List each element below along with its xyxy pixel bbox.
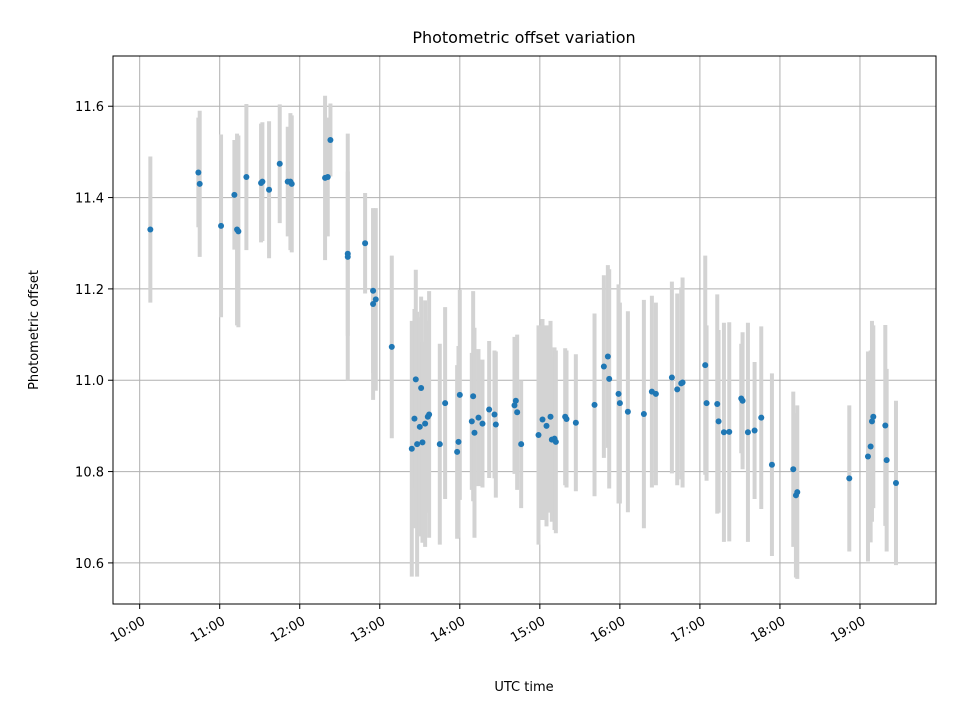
- data-point: [419, 439, 426, 446]
- data-point: [744, 429, 751, 436]
- y-axis-label: Photometric offset: [27, 270, 42, 390]
- data-point: [604, 353, 611, 360]
- data-point: [703, 400, 710, 407]
- data-point: [679, 379, 686, 386]
- data-point: [868, 418, 875, 425]
- data-point: [147, 226, 154, 233]
- data-point: [751, 427, 758, 434]
- data-point: [758, 414, 765, 421]
- data-point: [591, 401, 598, 408]
- data-point: [370, 300, 377, 307]
- data-point: [892, 479, 899, 486]
- data-point: [231, 191, 238, 198]
- data-point: [518, 441, 525, 448]
- data-point: [624, 408, 631, 415]
- data-point: [388, 343, 395, 350]
- data-point: [288, 180, 295, 187]
- plot-area-frame: [112, 55, 937, 605]
- data-point: [720, 429, 727, 436]
- data-point: [455, 438, 462, 445]
- data-point: [327, 137, 334, 144]
- data-point: [870, 413, 877, 420]
- data-point: [426, 411, 433, 418]
- data-point: [563, 416, 570, 423]
- data-point: [714, 400, 721, 407]
- data-point: [514, 409, 521, 416]
- data-point: [416, 423, 423, 430]
- data-point: [535, 432, 542, 439]
- data-point: [324, 174, 331, 181]
- data-point: [640, 411, 647, 418]
- data-point: [475, 414, 482, 421]
- data-point: [344, 253, 351, 260]
- x-axis-label: UTC time: [494, 680, 553, 695]
- data-point: [408, 445, 415, 452]
- data-point: [492, 421, 499, 428]
- data-point: [414, 441, 421, 448]
- data-point: [418, 384, 425, 391]
- y-axis-ticks: 10.6 10.8 11.0 11.2 11.4 11.6: [75, 100, 113, 572]
- data-point: [456, 391, 463, 398]
- data-point: [882, 422, 889, 429]
- data-point: [726, 428, 733, 435]
- y-tick-label: 10.6: [75, 557, 104, 572]
- data-point: [867, 443, 874, 450]
- data-point: [846, 475, 853, 482]
- y-tick-label: 10.8: [75, 466, 104, 481]
- data-point: [552, 438, 559, 445]
- data-point: [259, 178, 266, 185]
- data-point: [470, 393, 477, 400]
- data-point: [454, 448, 461, 455]
- data-point: [794, 489, 801, 496]
- data-point: [790, 466, 797, 473]
- data-point: [652, 390, 659, 397]
- data-point: [739, 397, 746, 404]
- data-point: [615, 390, 622, 397]
- data-point: [572, 419, 579, 426]
- data-point: [243, 174, 250, 181]
- data-point: [218, 222, 225, 229]
- data-point: [491, 411, 498, 418]
- data-point: [436, 441, 443, 448]
- data-point: [422, 420, 429, 427]
- data-point: [715, 418, 722, 425]
- data-point: [196, 180, 203, 187]
- y-tick-label: 11.6: [75, 100, 104, 115]
- data-point: [235, 228, 242, 235]
- data-point: [362, 240, 369, 247]
- data-point: [539, 416, 546, 423]
- data-point: [606, 375, 613, 382]
- data-point: [600, 363, 607, 370]
- data-points: [147, 137, 899, 499]
- data-point: [674, 386, 681, 393]
- data-point: [864, 453, 871, 460]
- data-point: [543, 422, 550, 429]
- data-point: [471, 429, 478, 436]
- data-point: [479, 420, 486, 427]
- data-point: [195, 169, 202, 176]
- chart-title: Photometric offset variation: [412, 28, 635, 47]
- data-point: [412, 376, 419, 383]
- data-point: [276, 160, 283, 167]
- data-point: [883, 457, 890, 464]
- data-point: [266, 186, 273, 193]
- y-tick-label: 11.2: [75, 283, 104, 298]
- data-point: [668, 374, 675, 381]
- data-point: [512, 397, 519, 404]
- data-point: [372, 296, 379, 303]
- data-point: [511, 402, 518, 409]
- data-point: [486, 406, 493, 413]
- y-tick-label: 11.0: [75, 374, 104, 389]
- y-tick-label: 11.4: [75, 192, 104, 207]
- data-point: [468, 418, 475, 425]
- data-point: [411, 415, 418, 422]
- data-point: [768, 461, 775, 468]
- data-point: [702, 362, 709, 369]
- data-point: [616, 400, 623, 407]
- data-point: [442, 400, 449, 407]
- data-point: [370, 287, 377, 294]
- data-point: [547, 413, 554, 420]
